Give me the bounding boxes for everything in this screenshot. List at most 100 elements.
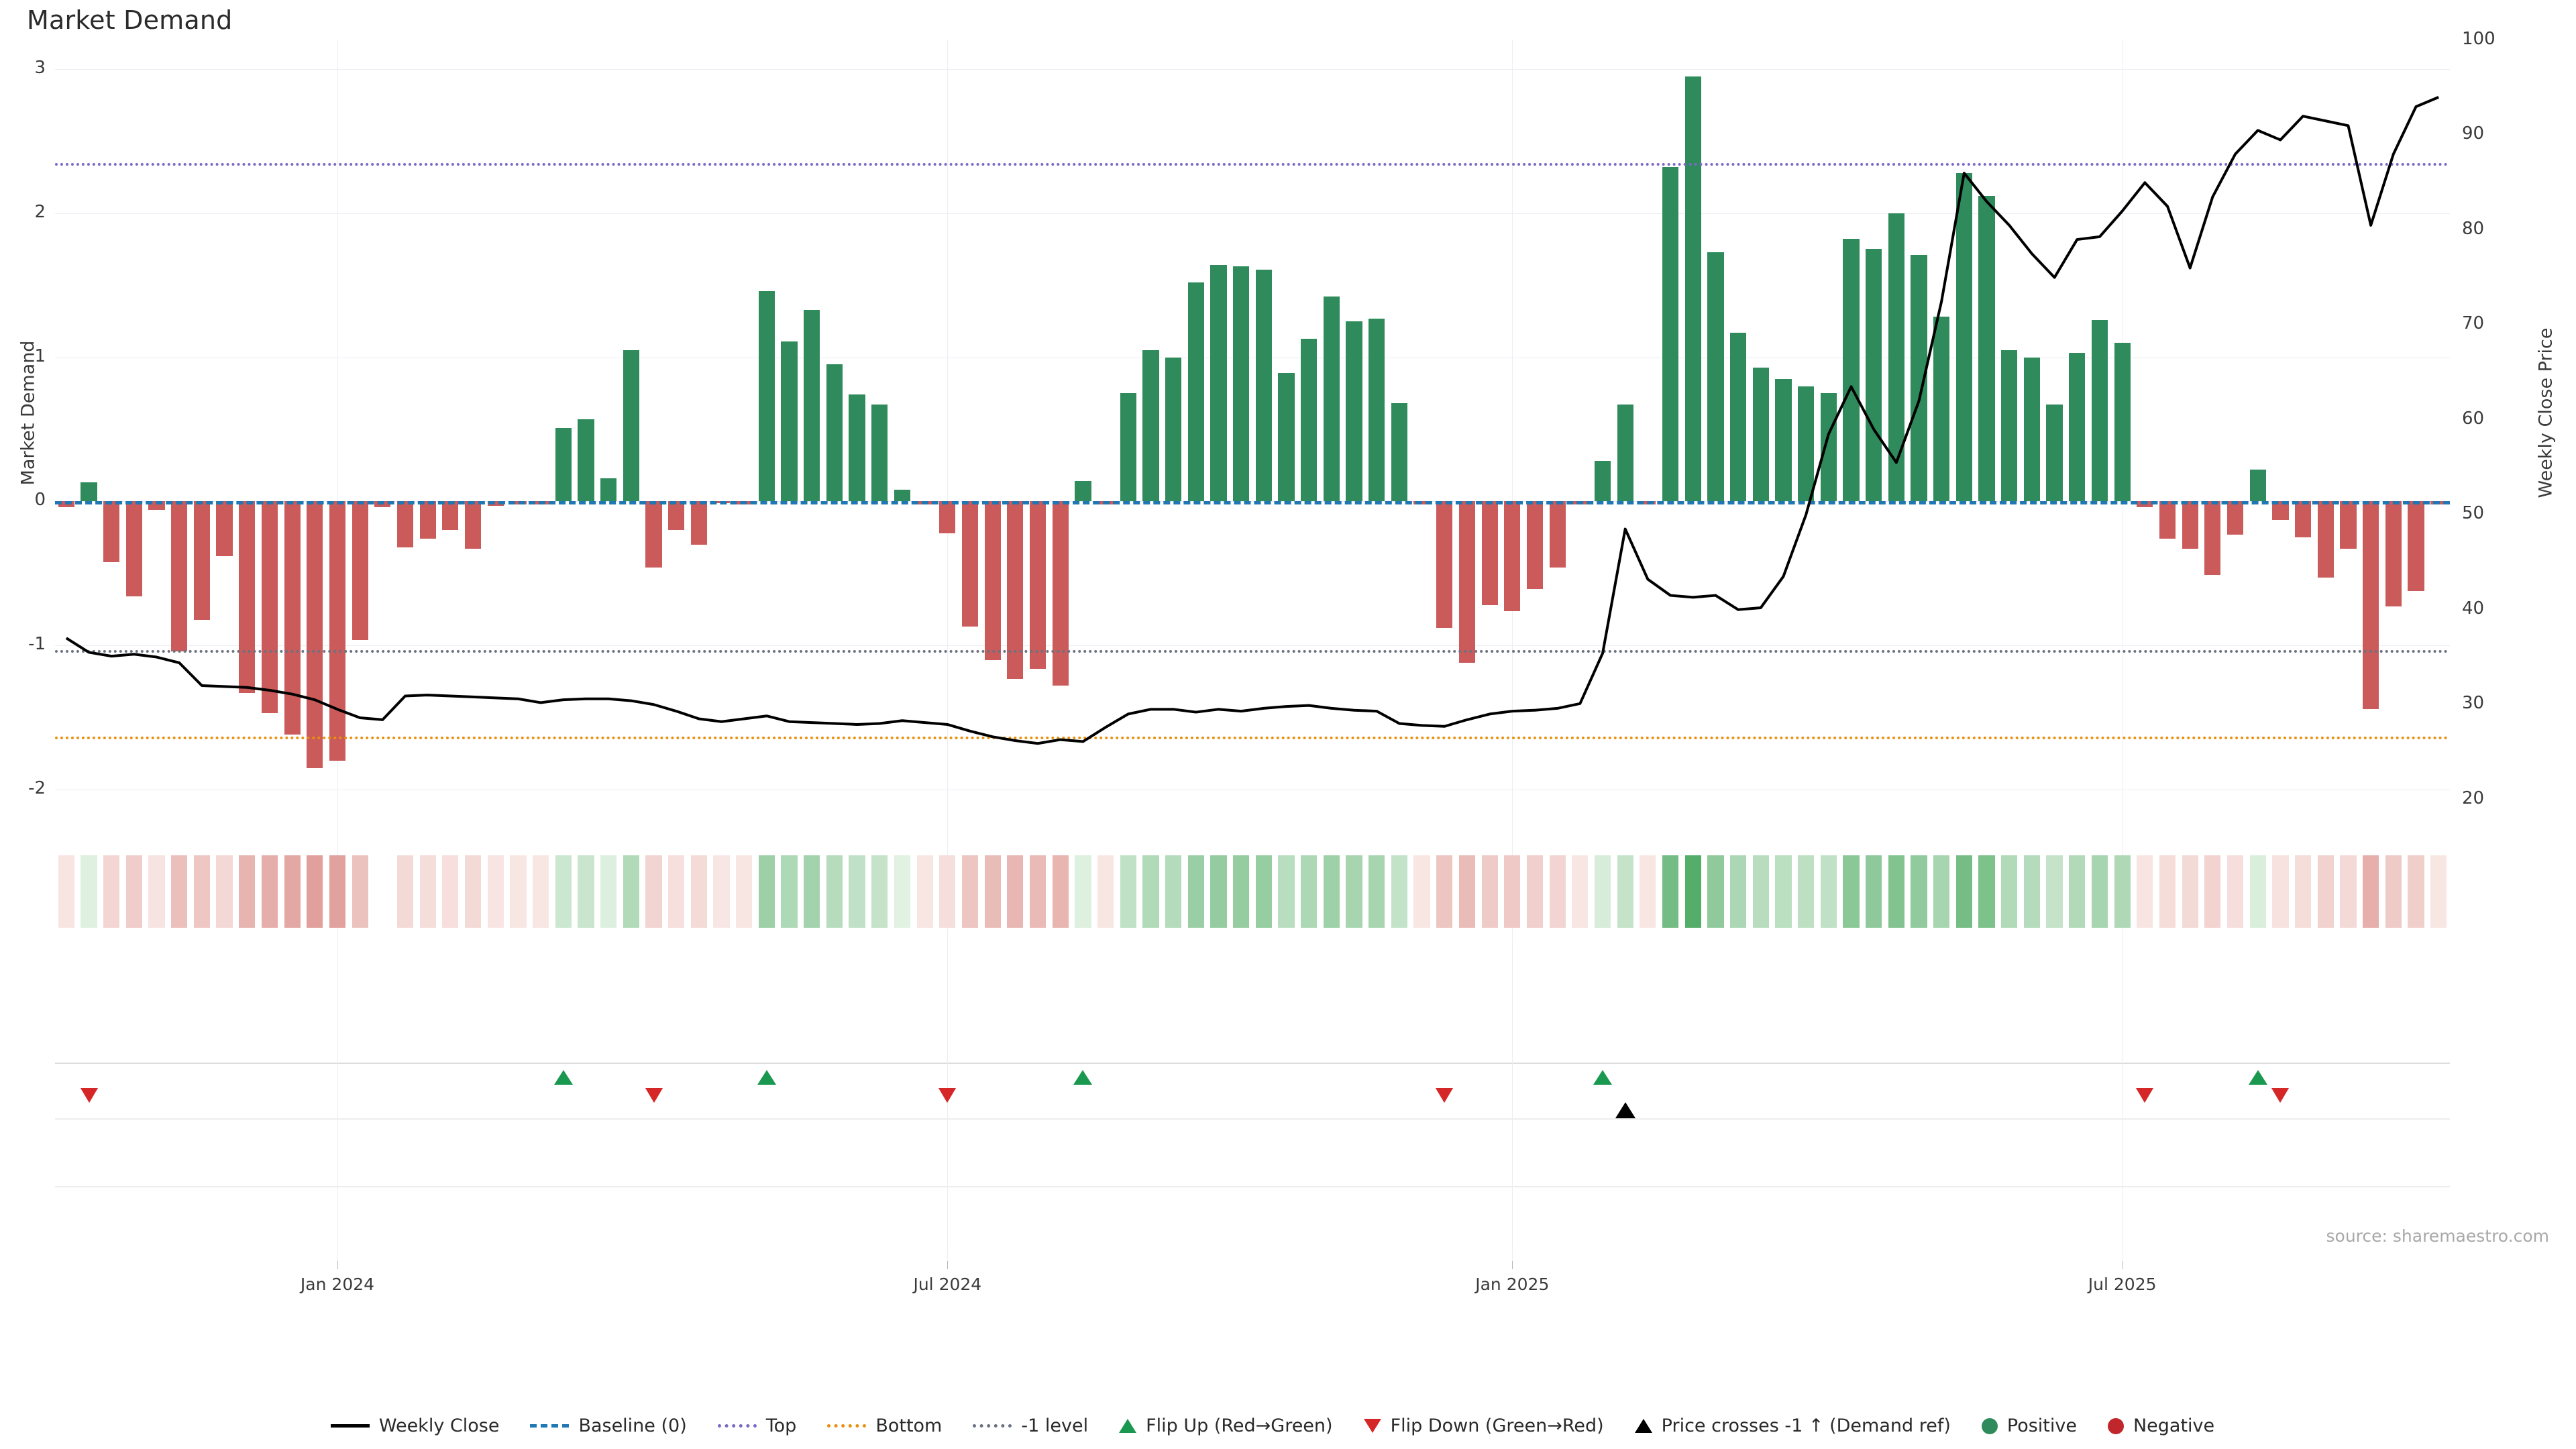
gridline-h	[55, 645, 2450, 647]
heatmap-cell-positive	[1662, 855, 1679, 928]
heatmap-cell-negative	[736, 855, 753, 928]
legend-item[interactable]: Bottom	[827, 1415, 942, 1436]
heatmap-cell-positive	[1301, 855, 1318, 928]
heatmap-cell-negative	[103, 855, 120, 928]
heatmap-cell-negative	[2362, 855, 2379, 928]
heatmap-cell-positive	[80, 855, 97, 928]
legend-item[interactable]: Baseline (0)	[530, 1415, 687, 1436]
demand-bar-negative	[984, 501, 1001, 660]
demand-bar-positive	[2114, 343, 2131, 502]
legend-item[interactable]: Flip Up (Red→Green)	[1119, 1415, 1333, 1436]
heatmap-cell-negative	[1549, 855, 1566, 928]
demand-bar-positive	[2046, 405, 2063, 502]
legend-line-dotted-icon	[717, 1424, 757, 1428]
legend-item[interactable]: Negative	[2107, 1415, 2215, 1436]
demand-bar-positive	[758, 290, 775, 502]
demand-bar-positive	[1933, 317, 1950, 502]
heatmap-cell-negative	[1458, 855, 1476, 928]
marker-gridline-h	[55, 1063, 2450, 1064]
heatmap-cell-negative	[284, 855, 301, 928]
legend-dot-icon	[2107, 1417, 2124, 1434]
heatmap-cell-negative	[2226, 855, 2244, 928]
y-tick-right: 100	[2462, 29, 2496, 49]
plot-background	[55, 40, 2450, 818]
heatmap-cell-negative	[464, 855, 482, 928]
legend-item[interactable]: -1 level	[973, 1415, 1088, 1436]
heatmap-cell-positive	[1323, 855, 1340, 928]
heatmap-cell-positive	[1391, 855, 1408, 928]
heatmap-cell-positive	[1798, 855, 1815, 928]
demand-bar-positive	[1142, 350, 1159, 502]
heatmap-cell-negative	[2294, 855, 2312, 928]
heatmap-cell-positive	[1707, 855, 1724, 928]
page-title: Market Demand	[27, 5, 233, 35]
heatmap-cell-positive	[1617, 855, 1633, 928]
heatmap-cell-positive	[2069, 855, 2086, 928]
legend-item[interactable]: Price crosses -1 ↑ (Demand ref)	[1634, 1415, 1951, 1436]
heatmap-cell-positive	[2249, 855, 2266, 928]
heatmap-cell-negative	[1481, 855, 1498, 928]
legend-item-label: Top	[765, 1415, 797, 1436]
heatmap-cell-positive	[1594, 855, 1611, 928]
demand-bar-positive	[1278, 373, 1295, 502]
heatmap-cell-negative	[2430, 855, 2447, 928]
legend-triangle-down-icon	[1363, 1419, 1381, 1433]
heatmap-cell-negative	[307, 855, 323, 928]
heatmap-cell-positive	[2114, 855, 2131, 928]
demand-bar-positive	[2069, 353, 2086, 502]
legend-item-label: -1 level	[1021, 1415, 1089, 1436]
marker-gridline-v	[1512, 939, 1513, 1248]
demand-bar-positive	[1165, 357, 1182, 502]
heatmap-cell-negative	[713, 855, 730, 928]
y-tick-right: 20	[2462, 788, 2485, 808]
demand-bar-positive	[1978, 196, 1995, 502]
heatmap-cell-negative	[329, 855, 346, 928]
heatmap-cell-negative	[396, 855, 414, 928]
heatmap-cell-positive	[1978, 855, 1995, 928]
demand-bar-positive	[871, 405, 888, 502]
reference-line-minus-one	[55, 649, 2450, 653]
legend-item[interactable]: Positive	[1981, 1415, 2077, 1436]
heatmap-cell-negative	[2137, 855, 2153, 928]
demand-bar-positive	[623, 350, 639, 502]
legend-item-label: Negative	[2133, 1415, 2215, 1436]
heatmap-cell-negative	[1526, 855, 1544, 928]
heatmap-cell-positive	[2023, 855, 2041, 928]
heatmap-cell-negative	[2272, 855, 2289, 928]
demand-bar-positive	[600, 478, 617, 502]
heatmap-cell-negative	[2182, 855, 2198, 928]
legend-item[interactable]: Top	[717, 1415, 797, 1436]
heatmap-cell-positive	[623, 855, 639, 928]
heatmap-cell-negative	[1572, 855, 1589, 928]
demand-bar-positive	[1255, 269, 1272, 502]
heatmap-cell-negative	[261, 855, 278, 928]
heatmap-cell-negative	[690, 855, 707, 928]
demand-bar-negative	[329, 501, 346, 761]
demand-bar-negative	[668, 501, 685, 531]
y-tick-right: 30	[2462, 693, 2485, 714]
heatmap-cell-positive	[1820, 855, 1837, 928]
heatmap-cell-positive	[826, 855, 843, 928]
demand-bar-positive	[80, 482, 97, 502]
demand-bar-negative	[193, 501, 211, 620]
legend-item[interactable]: Flip Down (Green→Red)	[1363, 1415, 1604, 1436]
demand-bar-positive	[1075, 481, 1091, 502]
demand-bar-positive	[555, 427, 572, 502]
demand-bar-negative	[1458, 501, 1476, 663]
heatmap-cell-negative	[1413, 855, 1430, 928]
heatmap-cell-positive	[894, 855, 911, 928]
heatmap-cell-positive	[1210, 855, 1227, 928]
flip-marker-panel	[55, 939, 2450, 1248]
demand-bar-negative	[2317, 501, 2334, 578]
demand-bar-negative	[2340, 501, 2357, 549]
demand-bar-positive	[1843, 239, 1860, 502]
legend-item[interactable]: Weekly Close	[330, 1415, 499, 1436]
flip-down-marker-icon	[2136, 1088, 2154, 1103]
demand-bar-negative	[284, 501, 301, 735]
heatmap-cell-positive	[2001, 855, 2018, 928]
y-tick-left: 3	[34, 57, 46, 78]
reference-line-baseline	[55, 501, 2450, 505]
y-tick-right: 70	[2462, 313, 2485, 334]
marker-gridline-h	[55, 1186, 2450, 1187]
